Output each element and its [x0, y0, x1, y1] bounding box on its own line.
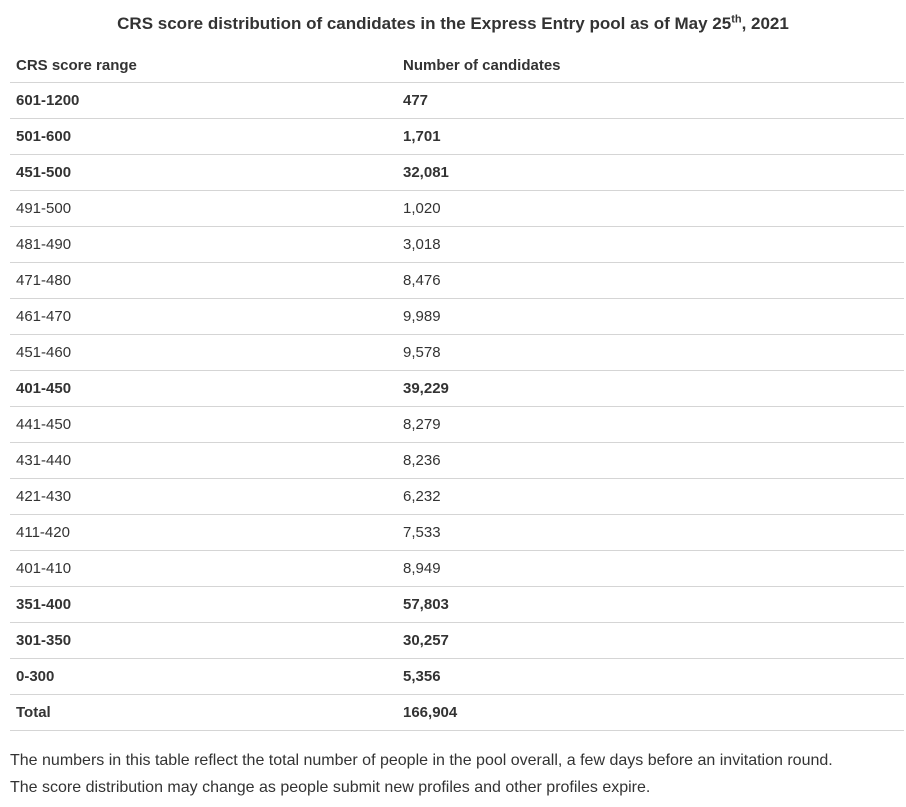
- score-range-cell: 491-500: [16, 200, 72, 217]
- table-row: 491-500 1,020: [10, 191, 904, 227]
- candidate-count-cell: 7,533: [403, 524, 441, 541]
- score-range-cell: 461-470: [16, 308, 72, 325]
- header-score-range: CRS score range: [16, 56, 137, 74]
- candidate-count-cell: 3,018: [403, 236, 441, 253]
- candidate-count-cell: 8,949: [403, 560, 441, 577]
- table-row: Total 166,904: [10, 695, 904, 731]
- score-range-cell: 481-490: [16, 236, 72, 253]
- candidate-count-cell: 39,229: [403, 380, 449, 397]
- table-body: 601-1200 477 501-600 1,701 451-500 32,081 491-…: [10, 83, 904, 731]
- candidate-count-cell: 477: [403, 92, 429, 109]
- score-range-cell: 501-600: [16, 128, 72, 145]
- candidate-count-cell: 30,257: [403, 632, 449, 649]
- table-row: 601-1200 477: [10, 83, 904, 119]
- score-range-cell: 411-420: [16, 524, 70, 541]
- score-range-cell: 351-400: [16, 596, 72, 613]
- candidate-count-cell: 5,356: [403, 668, 441, 685]
- score-range-cell: 451-500: [16, 164, 72, 181]
- table-row: 421-430 6,232: [10, 479, 904, 515]
- table-row: 0-300 5,356: [10, 659, 904, 695]
- title-superscript: th: [731, 13, 742, 26]
- score-range-cell: 451-460: [16, 344, 72, 361]
- table-row: 441-450 8,279: [10, 407, 904, 443]
- footnote: The numbers in this table reflect the to…: [10, 747, 904, 801]
- score-range-cell: 601-1200: [16, 92, 80, 109]
- score-range-cell: 441-450: [16, 416, 72, 433]
- candidate-count-cell: 8,236: [403, 452, 441, 469]
- page-title: CRS score distribution of candidates in …: [0, 0, 906, 35]
- candidate-count-cell: 166,904: [403, 704, 458, 721]
- table-row: 451-500 32,081: [10, 155, 904, 191]
- score-range-cell: Total: [16, 704, 51, 721]
- candidate-count-cell: 8,476: [403, 272, 441, 289]
- table-row: 401-410 8,949: [10, 551, 904, 587]
- header-number-of-candidates: Number of candidates: [403, 56, 561, 74]
- table-row: 411-420 7,533: [10, 515, 904, 551]
- crs-score-table: CRS score range Number of candidates 601…: [10, 48, 904, 731]
- candidate-count-cell: 6,232: [403, 488, 441, 505]
- candidate-count-cell: 32,081: [403, 164, 449, 181]
- title-suffix: , 2021: [741, 14, 789, 33]
- score-range-cell: 471-480: [16, 272, 72, 289]
- candidate-count-cell: 57,803: [403, 596, 449, 613]
- table-row: 501-600 1,701: [10, 119, 904, 155]
- candidate-count-cell: 9,989: [403, 308, 441, 325]
- candidate-count-cell: 9,578: [403, 344, 441, 361]
- table-row: 481-490 3,018: [10, 227, 904, 263]
- score-range-cell: 421-430: [16, 488, 72, 505]
- candidate-count-cell: 1,020: [403, 200, 441, 217]
- footnote-line-1: The numbers in this table reflect the to…: [10, 752, 833, 769]
- table-row: 431-440 8,236: [10, 443, 904, 479]
- score-range-cell: 431-440: [16, 452, 72, 469]
- score-range-cell: 0-300: [16, 668, 55, 685]
- score-range-cell: 401-410: [16, 560, 72, 577]
- footnote-line-2: The score distribution may change as peo…: [10, 779, 651, 796]
- title-text: CRS score distribution of candidates in …: [117, 14, 732, 33]
- table-row: 451-460 9,578: [10, 335, 904, 371]
- score-range-cell: 401-450: [16, 380, 72, 397]
- table-header-row: CRS score range Number of candidates: [10, 48, 904, 83]
- table-row: 401-450 39,229: [10, 371, 904, 407]
- score-range-cell: 301-350: [16, 632, 72, 649]
- table-row: 351-400 57,803: [10, 587, 904, 623]
- table-row: 461-470 9,989: [10, 299, 904, 335]
- table-row: 301-350 30,257: [10, 623, 904, 659]
- candidate-count-cell: 8,279: [403, 416, 441, 433]
- table-row: 471-480 8,476: [10, 263, 904, 299]
- candidate-count-cell: 1,701: [403, 128, 441, 145]
